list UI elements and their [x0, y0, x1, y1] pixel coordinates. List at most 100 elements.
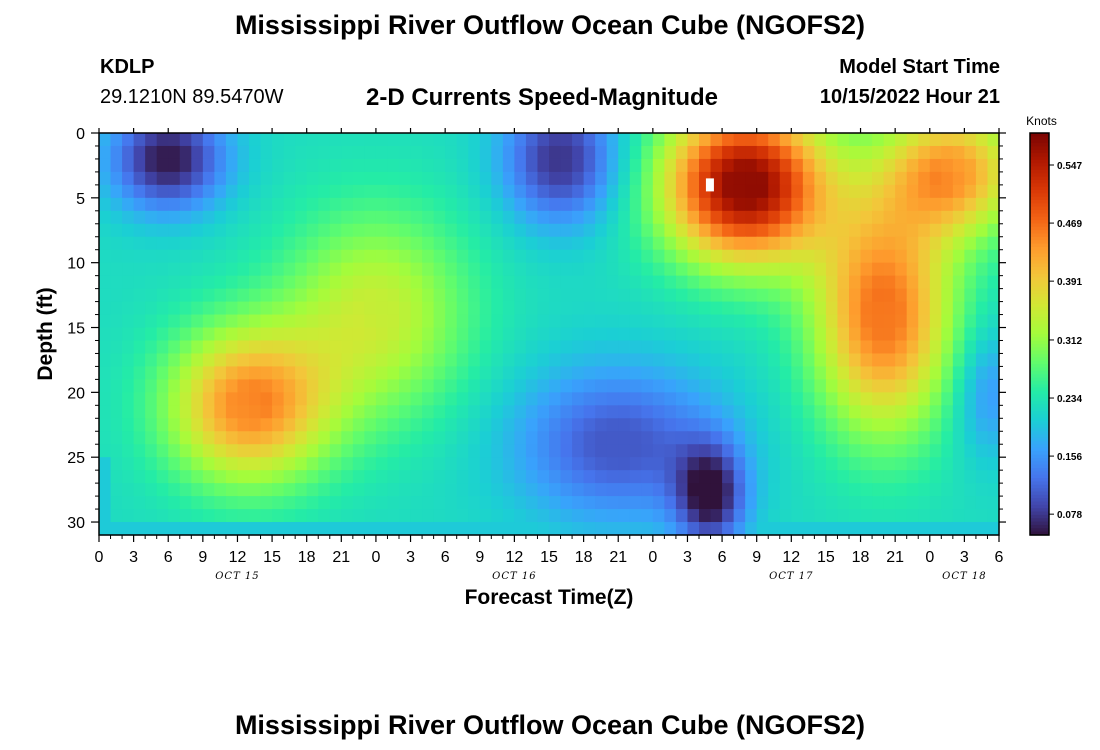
heatmap-cell: [99, 405, 112, 419]
heatmap-cell: [918, 171, 931, 186]
heatmap-cell: [156, 405, 169, 419]
heatmap-cell: [583, 184, 596, 199]
heatmap-cell: [583, 431, 596, 445]
heatmap-cell: [756, 314, 769, 329]
heatmap-cell: [214, 444, 227, 458]
heatmap-cell: [491, 405, 504, 419]
heatmap-cell: [629, 171, 642, 186]
heatmap-cell: [768, 392, 781, 406]
heatmap-cell: [479, 145, 492, 160]
heatmap-cell: [387, 483, 400, 497]
heatmap-cell: [502, 288, 515, 303]
heatmap-cell: [260, 249, 273, 264]
heatmap-cell: [318, 158, 331, 173]
heatmap-cell: [445, 327, 458, 342]
heatmap-cell: [318, 223, 331, 238]
heatmap-cell: [537, 379, 550, 393]
heatmap-cell: [352, 184, 365, 199]
heatmap-cell: [652, 171, 665, 186]
heatmap-cell: [722, 288, 735, 303]
heatmap-cell: [479, 262, 492, 277]
heatmap-cell: [756, 184, 769, 199]
colorbar-segment: [1030, 334, 1049, 338]
heatmap-cell: [537, 249, 550, 264]
heatmap-cell: [260, 184, 273, 199]
heatmap-cell: [779, 496, 792, 510]
heatmap-cell: [133, 275, 146, 290]
heatmap-cell: [456, 275, 469, 290]
heatmap-cell: [675, 522, 689, 536]
heatmap-cell: [191, 340, 204, 355]
heatmap-cell: [375, 379, 389, 393]
heatmap-cell: [629, 496, 642, 510]
heatmap-cell: [249, 509, 262, 523]
heatmap-cell: [225, 301, 239, 316]
heatmap-cell: [745, 483, 758, 497]
heatmap-cell: [122, 483, 135, 497]
heatmap-cell: [745, 431, 758, 445]
heatmap-cell: [952, 405, 965, 419]
heatmap-cell: [629, 431, 642, 445]
heatmap-cell: [295, 133, 308, 147]
heatmap-cell: [387, 236, 400, 251]
heatmap-cell: [641, 496, 654, 510]
heatmap-cell: [283, 249, 296, 264]
heatmap-cell: [410, 249, 423, 264]
heatmap-cell: [387, 405, 400, 419]
heatmap-cell: [929, 249, 942, 264]
heatmap-cell: [768, 405, 781, 419]
heatmap-cell: [618, 366, 631, 380]
heatmap-cell: [906, 379, 919, 393]
heatmap-cell: [837, 340, 850, 355]
heatmap-cell: [860, 353, 873, 368]
heatmap-cell: [675, 327, 689, 342]
heatmap-cell: [664, 379, 677, 393]
heatmap-cell: [502, 405, 515, 419]
heatmap-cell: [410, 171, 423, 186]
heatmap-cell: [318, 431, 331, 445]
heatmap-cell: [883, 275, 896, 290]
heatmap-cell: [722, 210, 735, 225]
heatmap-cell: [733, 340, 746, 355]
chart-marks: [705, 178, 714, 192]
heatmap-cell: [699, 340, 712, 355]
heatmap-cell: [606, 340, 619, 355]
heatmap-cell: [491, 275, 504, 290]
colorbar-segment: [1030, 447, 1049, 452]
heatmap-cell: [341, 470, 354, 484]
heatmap-cell: [802, 522, 815, 536]
x-tick-label: 12: [782, 549, 800, 566]
heatmap-cell: [214, 366, 227, 380]
heatmap-cell: [733, 509, 746, 523]
heatmap-cell: [560, 457, 573, 471]
heatmap-cell: [491, 262, 504, 277]
heatmap-cell: [964, 470, 977, 484]
heatmap-cell: [537, 431, 550, 445]
heatmap-cell: [549, 236, 562, 251]
chart-subtitle: 2-D Currents Speed-Magnitude: [366, 84, 719, 111]
heatmap-cell: [929, 496, 942, 510]
heatmap-cell: [560, 522, 573, 536]
heatmap-cell: [964, 301, 977, 316]
heatmap-cell: [537, 353, 550, 368]
heatmap-cell: [306, 509, 319, 523]
heatmap-cell: [964, 184, 977, 199]
heatmap-cell: [872, 223, 885, 238]
heatmap-cell: [572, 340, 585, 355]
heatmap-cell: [699, 327, 712, 342]
heatmap-cell: [260, 158, 273, 173]
heatmap-cell: [306, 133, 319, 147]
heatmap-cell: [433, 366, 446, 380]
heatmap-cell: [502, 236, 515, 251]
heatmap-cell: [387, 223, 400, 238]
heatmap-cell: [225, 223, 239, 238]
heatmap-cell: [918, 509, 931, 523]
heatmap-cell: [364, 171, 377, 186]
heatmap-cell: [837, 353, 850, 368]
heatmap-cell: [283, 457, 296, 471]
heatmap-cell: [595, 210, 608, 225]
heatmap-cell: [629, 470, 642, 484]
heatmap-cell: [352, 262, 365, 277]
heatmap-cell: [445, 418, 458, 432]
heatmap-cell: [849, 379, 862, 393]
